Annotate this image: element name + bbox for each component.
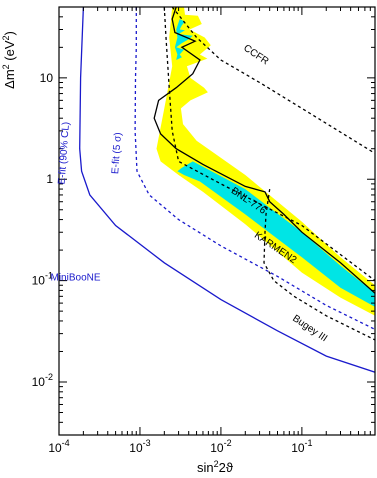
curve-miniboone-90: [79, 7, 375, 373]
regions-layer: [156, 7, 375, 316]
y-tick-label: 10-2: [32, 372, 53, 389]
y-axis-title: Δm2 (eV2): [1, 31, 17, 89]
curve-ccfr: [171, 7, 375, 154]
x-tick-label: 10-4: [48, 438, 69, 455]
region-lsnd-99: [174, 19, 193, 61]
label-miniboone-label: MiniBooNE: [51, 273, 101, 284]
y-tick-label: 10-1: [32, 271, 53, 288]
x-tick-label: 10-1: [291, 438, 312, 455]
y-tick-label: 1: [46, 172, 53, 186]
x-tick-label: 10-2: [210, 438, 231, 455]
x-tick-label: 10-3: [129, 438, 150, 455]
curve-miniboone-5s: [134, 7, 375, 330]
x-axis-title: sin22ϑ: [197, 459, 234, 475]
region-lsnd-99-band: [177, 161, 375, 307]
label-efit-5s-label: E-fit (5 σ): [110, 132, 124, 174]
series-layer: [79, 7, 375, 373]
ticks-layer: 10-4 10-3 10-2 10-1 10-2 10-1 1 10: [32, 6, 376, 455]
y-tick-label: 10: [40, 71, 54, 85]
label-efit-90-label: E-fit (90% CL): [57, 121, 72, 184]
curve-bugey-3: [263, 189, 375, 341]
plot-frame: [58, 6, 376, 436]
plot-background: [59, 7, 375, 435]
curve-karmen2: [153, 7, 375, 294]
curve-bnl-776: [163, 7, 375, 282]
